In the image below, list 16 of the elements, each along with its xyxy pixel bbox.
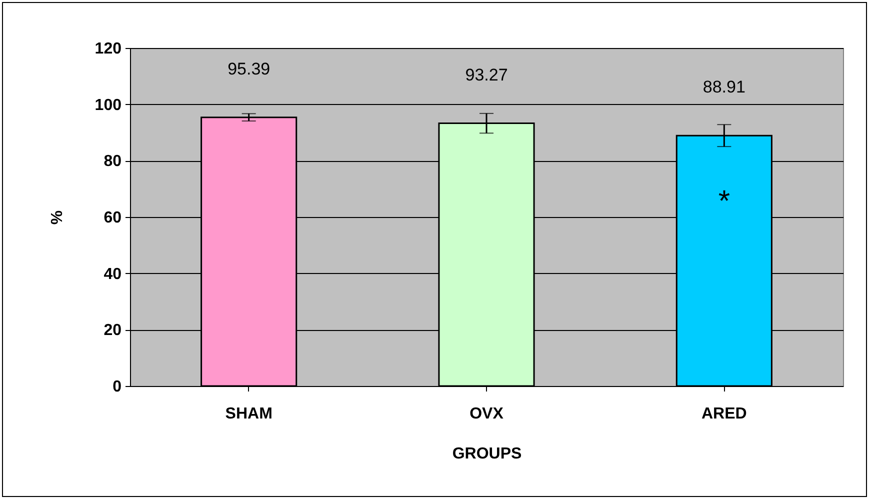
x-tick-label: ARED bbox=[701, 406, 747, 422]
annotation: * bbox=[718, 185, 730, 218]
x-tick-label: OVX bbox=[470, 406, 504, 422]
y-tick-label: 80 bbox=[104, 153, 122, 170]
y-tick-label: 0 bbox=[112, 378, 122, 396]
y-tick-label: 40 bbox=[104, 266, 122, 283]
y-axis-title: % bbox=[48, 210, 66, 225]
y-tick-label: 20 bbox=[104, 322, 122, 340]
data-label: 95.39 bbox=[228, 59, 270, 78]
data-label: 88.91 bbox=[702, 78, 746, 97]
y-tick-label: 120 bbox=[94, 40, 122, 58]
y-tick-label: 100 bbox=[94, 96, 122, 114]
data-label: 93.27 bbox=[465, 65, 508, 84]
x-tick-label: SHAM bbox=[225, 406, 272, 422]
x-axis-title: GROUPS bbox=[452, 446, 522, 462]
y-tick-label: 60 bbox=[104, 210, 122, 226]
